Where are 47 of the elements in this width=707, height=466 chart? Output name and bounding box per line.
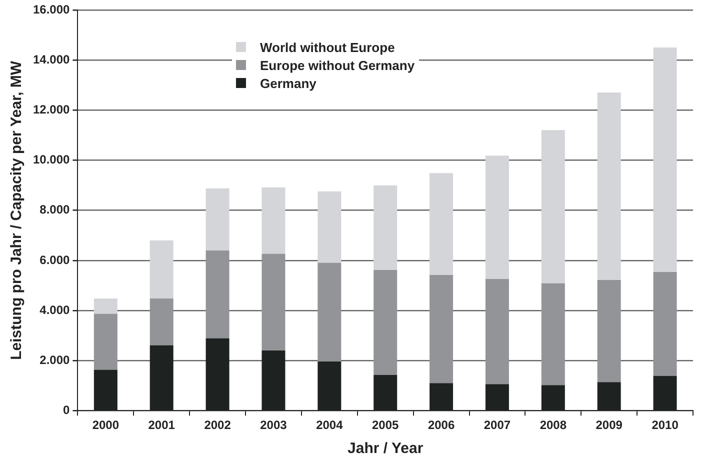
y-tick-label: 6.000 xyxy=(40,252,70,267)
y-tick-label: 10.000 xyxy=(33,152,70,167)
bar xyxy=(374,270,398,375)
bar xyxy=(318,262,342,362)
y-tick-label: 12.000 xyxy=(33,102,70,117)
bar xyxy=(541,130,565,284)
y-tick-label: 4.000 xyxy=(40,302,70,317)
bar xyxy=(653,47,677,272)
bar xyxy=(485,156,509,279)
x-tick-label: 2008 xyxy=(540,418,567,432)
bar xyxy=(206,250,230,338)
x-axis-title: Jahr / Year xyxy=(348,440,424,458)
x-tick-label: 2010 xyxy=(652,418,679,432)
bar xyxy=(150,298,174,346)
y-tick-label: 8.000 xyxy=(40,202,70,217)
y-tick-label: 2.000 xyxy=(40,352,70,367)
x-tick-label: 2001 xyxy=(148,418,176,432)
bar xyxy=(430,173,454,275)
bar xyxy=(653,272,677,376)
bar xyxy=(597,280,621,382)
bar xyxy=(374,185,398,270)
bar xyxy=(485,278,509,384)
bar xyxy=(150,240,174,298)
legend-label: Germany xyxy=(260,76,316,90)
bar xyxy=(206,188,230,250)
y-tick-label: 16.000 xyxy=(33,2,70,17)
x-tick-label: 2006 xyxy=(428,418,455,432)
bar xyxy=(94,298,118,314)
x-tick-label: 2000 xyxy=(92,418,120,432)
legend-label: Europe without Germany xyxy=(260,58,415,72)
y-axis-title: Leistung pro Jahr / Capacity per Year, MW xyxy=(8,60,26,360)
y-tick-label: 14.000 xyxy=(33,52,70,67)
y-tick-label: 0 xyxy=(63,402,70,417)
bar xyxy=(430,274,454,384)
x-tick-label: 2009 xyxy=(596,418,623,432)
x-tick-label: 2007 xyxy=(484,418,511,432)
bar xyxy=(94,314,118,370)
x-tick-label: 2003 xyxy=(260,418,288,432)
legend-label: World without Europe xyxy=(260,40,395,54)
bar xyxy=(541,283,565,386)
x-tick-label: 2002 xyxy=(204,418,232,432)
bar xyxy=(597,92,621,280)
bar xyxy=(262,187,286,254)
x-tick-label: 2005 xyxy=(372,418,400,432)
bar xyxy=(262,254,286,351)
bar xyxy=(318,191,342,263)
x-tick-label: 2004 xyxy=(316,418,344,432)
